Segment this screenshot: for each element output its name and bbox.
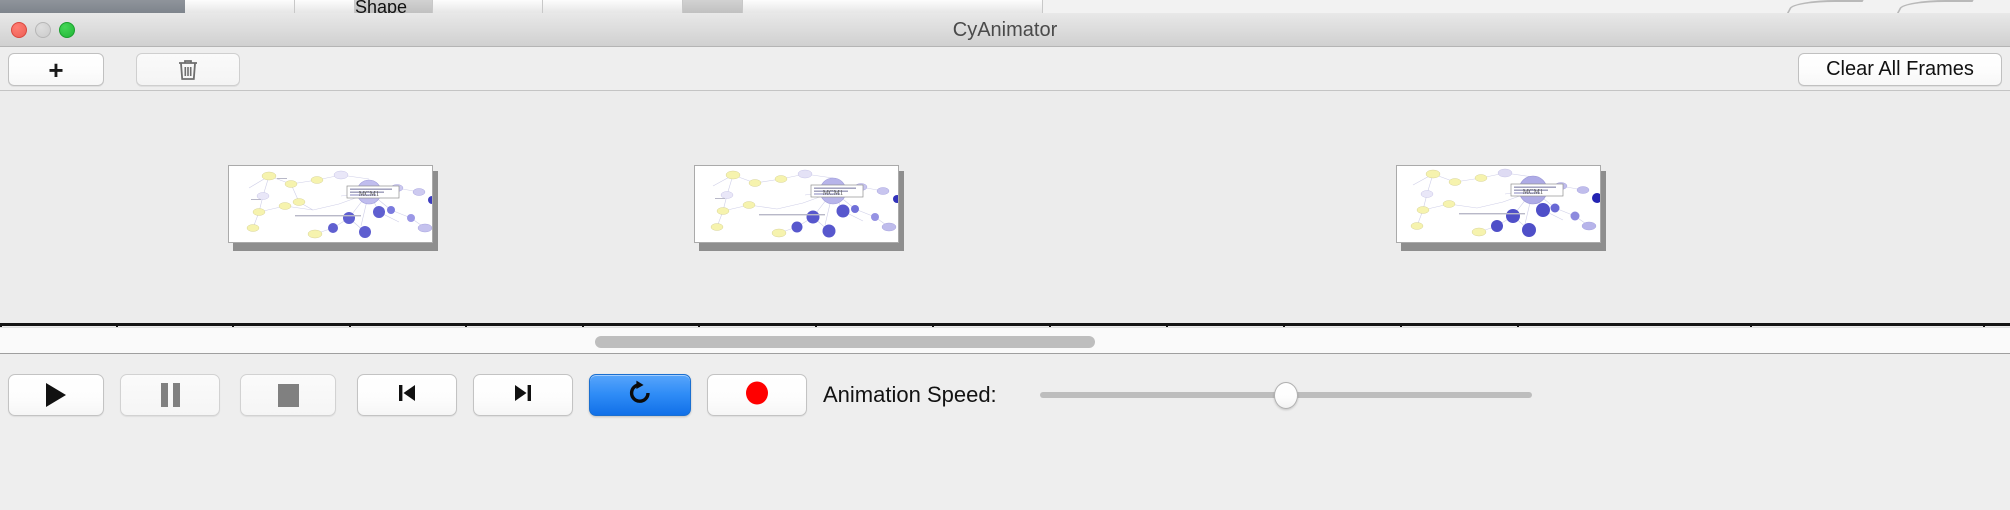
skip-start-icon <box>396 381 418 410</box>
background-cell <box>185 0 295 13</box>
background-curve-decoration <box>1786 0 1864 13</box>
svg-text:MCM1: MCM1 <box>359 190 380 198</box>
maximize-button[interactable] <box>59 22 75 38</box>
axis-major-tick <box>932 326 934 327</box>
pause-button[interactable] <box>120 374 220 416</box>
axis-major-tick <box>465 326 467 327</box>
pause-icon <box>160 383 180 407</box>
title-bar: CyAnimator <box>0 13 2010 47</box>
timeline-panel[interactable]: MCM1 <box>0 91 2010 327</box>
background-selected-tab <box>0 0 185 13</box>
timeline-horizontal-scrollbar[interactable] <box>0 327 2010 354</box>
svg-text:MCM1: MCM1 <box>1523 188 1544 196</box>
background-cell <box>355 0 433 13</box>
axis-minor-tick <box>1049 326 1051 327</box>
axis-major-tick <box>1400 326 1402 327</box>
axis-major-tick <box>698 326 700 327</box>
window-title: CyAnimator <box>952 19 1058 41</box>
skip-to-end-button[interactable] <box>473 374 573 416</box>
background-cell <box>433 0 543 13</box>
skip-to-start-button[interactable] <box>357 374 457 416</box>
clear-all-frames-button[interactable]: Clear All Frames <box>1798 53 2002 86</box>
axis-minor-tick <box>815 326 817 327</box>
background-parent-app-strip: Shape <box>0 0 2010 13</box>
axis-minor-tick <box>582 326 584 327</box>
axis-minor-tick <box>1983 326 1985 327</box>
playback-control-bar: Animation Speed: <box>0 354 2010 510</box>
background-cell <box>743 0 1043 13</box>
axis-minor-tick <box>116 326 118 327</box>
skip-end-icon <box>512 381 534 410</box>
loop-icon <box>626 379 654 412</box>
axis-major-tick <box>232 326 234 327</box>
thumbnail-network-image: MCM1 <box>694 165 899 243</box>
play-icon <box>46 383 66 407</box>
timeline-frame-thumbnail[interactable]: MCM1 <box>694 165 904 251</box>
axis-minor-tick <box>1283 326 1285 327</box>
background-curve-decoration <box>1896 0 1974 13</box>
plus-icon: + <box>48 54 64 85</box>
background-cell <box>683 0 743 13</box>
play-button[interactable] <box>8 374 104 416</box>
timeline-frame-thumbnail[interactable]: MCM1 <box>1396 165 1606 251</box>
animation-speed-slider[interactable] <box>1040 374 1532 416</box>
background-cell <box>295 0 355 13</box>
minimize-button[interactable] <box>35 22 51 38</box>
record-icon <box>744 380 770 411</box>
slider-thumb[interactable] <box>1274 382 1298 409</box>
loop-button[interactable] <box>589 374 691 416</box>
animation-speed-label: Animation Speed: <box>823 382 997 407</box>
axis-minor-tick <box>349 326 351 327</box>
clear-all-frames-label: Clear All Frames <box>1826 58 1974 80</box>
close-button[interactable] <box>11 22 27 38</box>
stop-icon <box>277 383 299 407</box>
background-app-text: Shape <box>355 0 408 13</box>
axis-major-tick <box>0 326 2 327</box>
trash-icon <box>177 58 199 82</box>
axis-minor-tick <box>1517 326 1519 327</box>
scrollbar-thumb[interactable] <box>595 336 1095 348</box>
timeline-frame-thumbnail[interactable]: MCM1 <box>228 165 438 251</box>
thumbnail-network-image: MCM1 <box>228 165 433 243</box>
axis-minor-tick <box>1750 326 1752 327</box>
delete-frame-button[interactable] <box>136 53 240 86</box>
record-button[interactable] <box>707 374 807 416</box>
timeline-axis-line <box>0 323 2010 326</box>
add-frame-button[interactable]: + <box>8 53 104 86</box>
window-controls <box>11 22 75 38</box>
stop-button[interactable] <box>240 374 336 416</box>
axis-major-tick <box>1166 326 1168 327</box>
frame-toolbar: + Clear All Frames <box>0 47 2010 91</box>
background-cell <box>543 0 683 13</box>
svg-text:MCM1: MCM1 <box>823 189 844 197</box>
thumbnail-network-image: MCM1 <box>1396 165 1601 243</box>
